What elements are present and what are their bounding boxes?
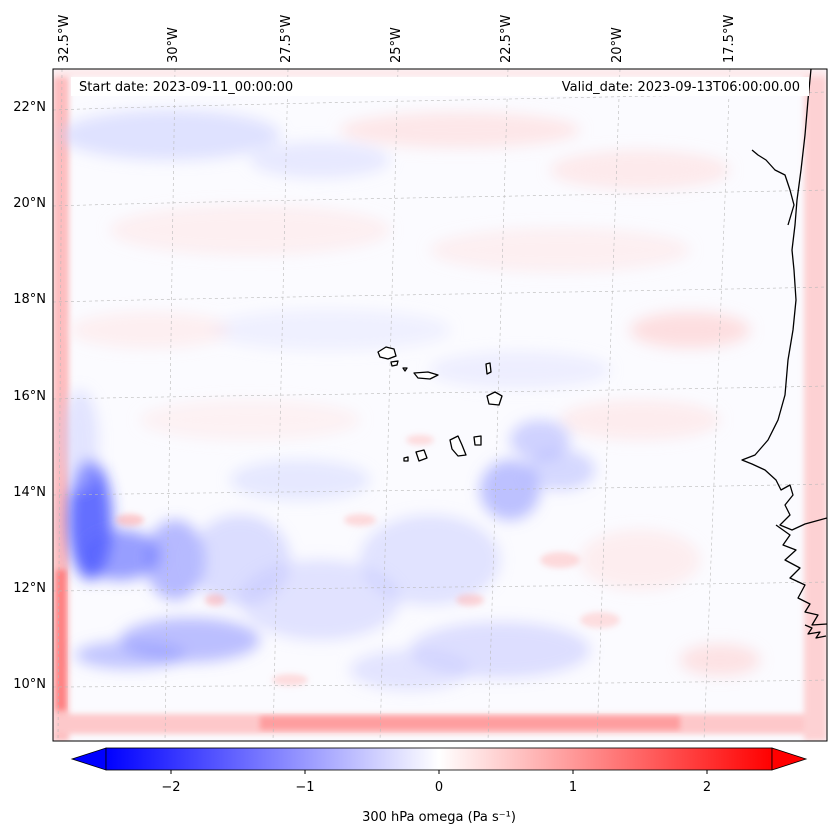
longitude-labels: 32.5°W 30°W 27.5°W 25°W 22.5°W 20°W 17.5… — [57, 15, 737, 63]
island-santiago — [449, 435, 467, 457]
lat-label: 12°N — [13, 581, 46, 596]
island-santo-antao — [377, 346, 397, 360]
valid-date-label: Valid_date: 2023-09-13T06:00:00.00 — [562, 80, 800, 95]
colorbar-tick-label: 0 — [435, 780, 443, 795]
lat-label: 16°N — [13, 389, 46, 404]
lon-label: 25°W — [389, 27, 404, 63]
island-maio — [473, 435, 482, 446]
africa-coastline — [741, 69, 827, 531]
colorbar-extend-right — [771, 747, 808, 771]
colorbar: −2 −1 0 1 2 300 hPa omega (Pa s⁻¹) — [70, 747, 808, 825]
negative-omega-cluster — [62, 390, 595, 690]
latitude-labels: 22°N 20°N 18°N 16°N 14°N 12°N 10°N — [13, 100, 46, 692]
island-sao-nicolau — [413, 371, 439, 380]
map-panel — [52, 68, 828, 742]
colorbar-tick-label: −1 — [295, 780, 314, 795]
positive-speckles — [116, 435, 620, 686]
colorbar-tick-label: 1 — [569, 780, 577, 795]
lon-label: 20°W — [610, 27, 625, 63]
boundary-strong-left — [56, 570, 66, 710]
island-sal — [485, 362, 492, 375]
map-border — [52, 68, 828, 742]
lon-label: 32.5°W — [57, 15, 72, 63]
lat-label: 20°N — [13, 196, 46, 211]
lon-label: 27.5°W — [279, 15, 294, 63]
lat-label: 18°N — [13, 292, 46, 307]
bissagos-islands — [804, 624, 827, 639]
island-fogo — [415, 449, 428, 462]
lat-label: 14°N — [13, 485, 46, 500]
colorbar-tick-labels: −2 −1 0 1 2 — [161, 780, 711, 795]
background-patches — [60, 110, 760, 676]
lat-label: 10°N — [13, 677, 46, 692]
colorbar-ticks — [170, 770, 708, 774]
lon-label: 30°W — [166, 27, 181, 63]
lon-label: 22.5°W — [499, 15, 514, 63]
colorbar-extend-left — [70, 747, 107, 771]
boundary-strong-bottom — [260, 716, 680, 730]
island-brava — [403, 456, 409, 462]
colorbar-tick-label: −2 — [161, 780, 180, 795]
island-sao-vicente — [390, 360, 399, 367]
island-boa-vista — [486, 391, 503, 406]
start-date-label: Start date: 2023-09-11_00:00:00 — [79, 80, 293, 95]
colorbar-body — [105, 747, 773, 771]
guinea-bissau-coast — [775, 524, 827, 626]
lon-label: 17.5°W — [722, 15, 737, 63]
coastlines — [377, 69, 827, 639]
colorbar-label: 300 hPa omega (Pa s⁻¹) — [362, 810, 516, 825]
island-santa-luzia — [402, 367, 408, 372]
omega-field — [53, 69, 827, 741]
lat-label: 22°N — [13, 100, 46, 115]
colorbar-tick-label: 2 — [703, 780, 711, 795]
header-label-background — [71, 77, 809, 96]
africa-coast-north-detail — [751, 149, 795, 226]
